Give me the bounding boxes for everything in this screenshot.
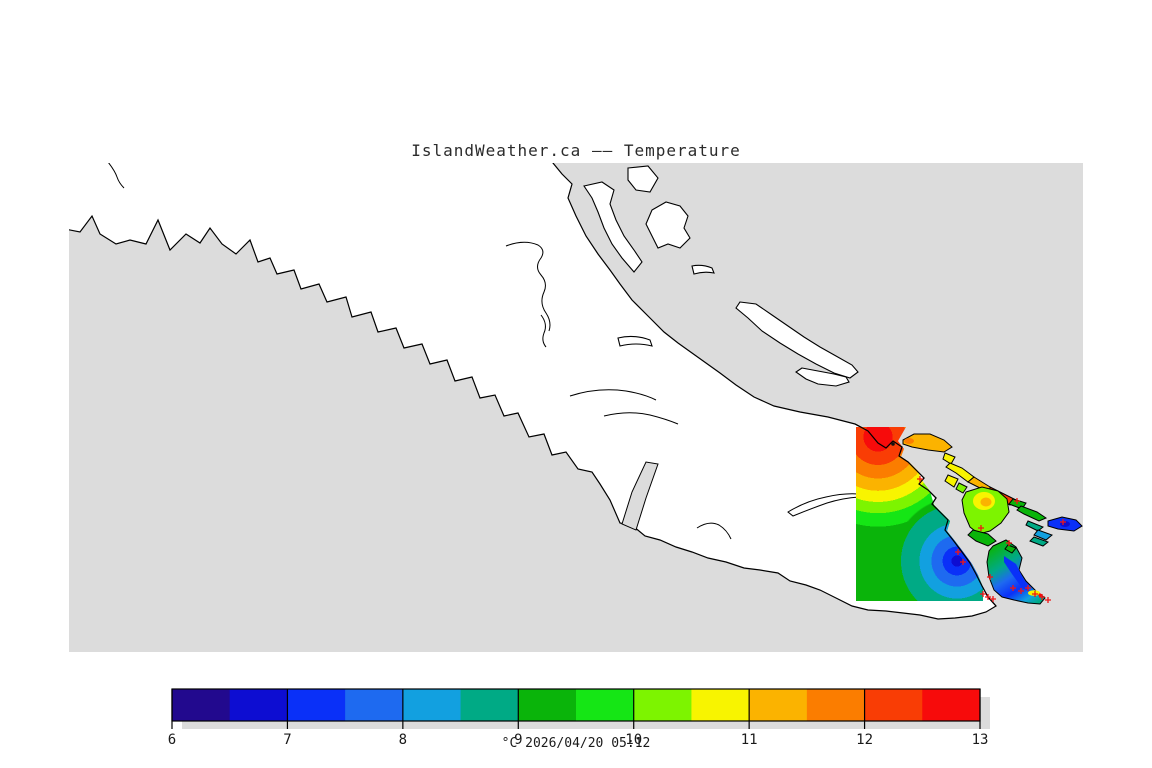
island-small-north (627, 165, 659, 193)
island-gabriola-warm-tip (904, 438, 914, 444)
colorbar-segment (749, 689, 808, 721)
island-denman (583, 181, 643, 273)
island-hornby (645, 201, 691, 249)
colorbar-segments (172, 689, 981, 721)
saltspring-south-lobe (967, 529, 997, 547)
islet-cyan (1033, 529, 1053, 541)
lake (540, 314, 547, 348)
colorbar-caption: °C 2026/04/20 05:12 (502, 736, 651, 751)
lake (696, 522, 732, 540)
station-marker (960, 559, 966, 565)
colorbar-segment (864, 689, 923, 721)
islet-teal (1029, 536, 1050, 547)
station-marker (990, 596, 996, 602)
station-marker (1018, 588, 1024, 594)
island-sliver (691, 264, 715, 275)
station-marker (1060, 519, 1066, 525)
vancouver-island-landmass (69, 163, 997, 620)
station-marker (917, 476, 923, 482)
colorbar-segment (287, 689, 346, 721)
islet-thetis (944, 474, 959, 488)
colorbar-tick-label: 11 (741, 732, 758, 748)
coastline-over-field (854, 423, 997, 607)
station-markers (917, 476, 1066, 603)
map-title: IslandWeather.ca —— Temperature (411, 141, 741, 160)
lake (569, 389, 657, 401)
island-gabriola (902, 433, 953, 453)
station-marker (1025, 585, 1031, 591)
island-galiano (1016, 505, 1048, 522)
colorbar-tick-label: 7 (283, 732, 291, 748)
colorbar-segment (691, 689, 750, 721)
colorbar-segment (576, 689, 635, 721)
colorbar-tick-label: 12 (856, 732, 873, 748)
islet-james (1004, 544, 1017, 554)
colorbar-segment (229, 689, 288, 721)
colorbar-tick-label: 13 (972, 732, 989, 748)
colorbar-tick-label: 10 (625, 732, 642, 748)
station-marker (1006, 540, 1012, 546)
colorbar-segment (518, 689, 577, 721)
colorbar: 6 7 8 9 10 11 12 13 °C 2026/04/20 05:12 (168, 688, 990, 751)
station-marker (1045, 597, 1051, 603)
station-marker (1014, 498, 1020, 504)
island-texada (735, 301, 859, 379)
colorbar-tick-label: 8 (399, 732, 407, 748)
saltspring-orange-core (980, 497, 992, 507)
colorbar-segment (460, 689, 519, 721)
lake (108, 163, 125, 189)
station-marker (1010, 585, 1016, 591)
colorbar-segment (345, 689, 404, 721)
station-marker (1032, 591, 1038, 597)
station-dot (891, 442, 895, 446)
colorbar-ticks: 6 7 8 9 10 11 12 13 (168, 689, 989, 748)
station-marker (987, 574, 993, 580)
map-area (69, 163, 1083, 652)
island-lasqueti (795, 367, 850, 387)
island-sliver-south (617, 335, 653, 347)
colorbar-segment (922, 689, 981, 721)
colorbar-segment (172, 689, 231, 721)
station-marker (985, 594, 991, 600)
victoria-warm-tip (1028, 590, 1040, 596)
colorbar-segment (402, 689, 462, 721)
islands (583, 165, 859, 387)
colorbar-tick-label: 9 (514, 732, 522, 748)
colorbar-segment (806, 689, 866, 721)
station-marker (1039, 594, 1045, 600)
lake (505, 241, 551, 332)
station-marker (978, 525, 984, 531)
inlet (621, 461, 659, 531)
lake (603, 412, 679, 425)
islet-kuper (955, 482, 968, 494)
station-marker (955, 549, 961, 555)
station-marker (980, 591, 986, 597)
peninsula-blue-streak (1004, 556, 1030, 592)
colorbar-segment (633, 689, 692, 721)
victoria-hot-dot (1038, 593, 1042, 597)
colorbar-tick-label: 6 (168, 732, 176, 748)
